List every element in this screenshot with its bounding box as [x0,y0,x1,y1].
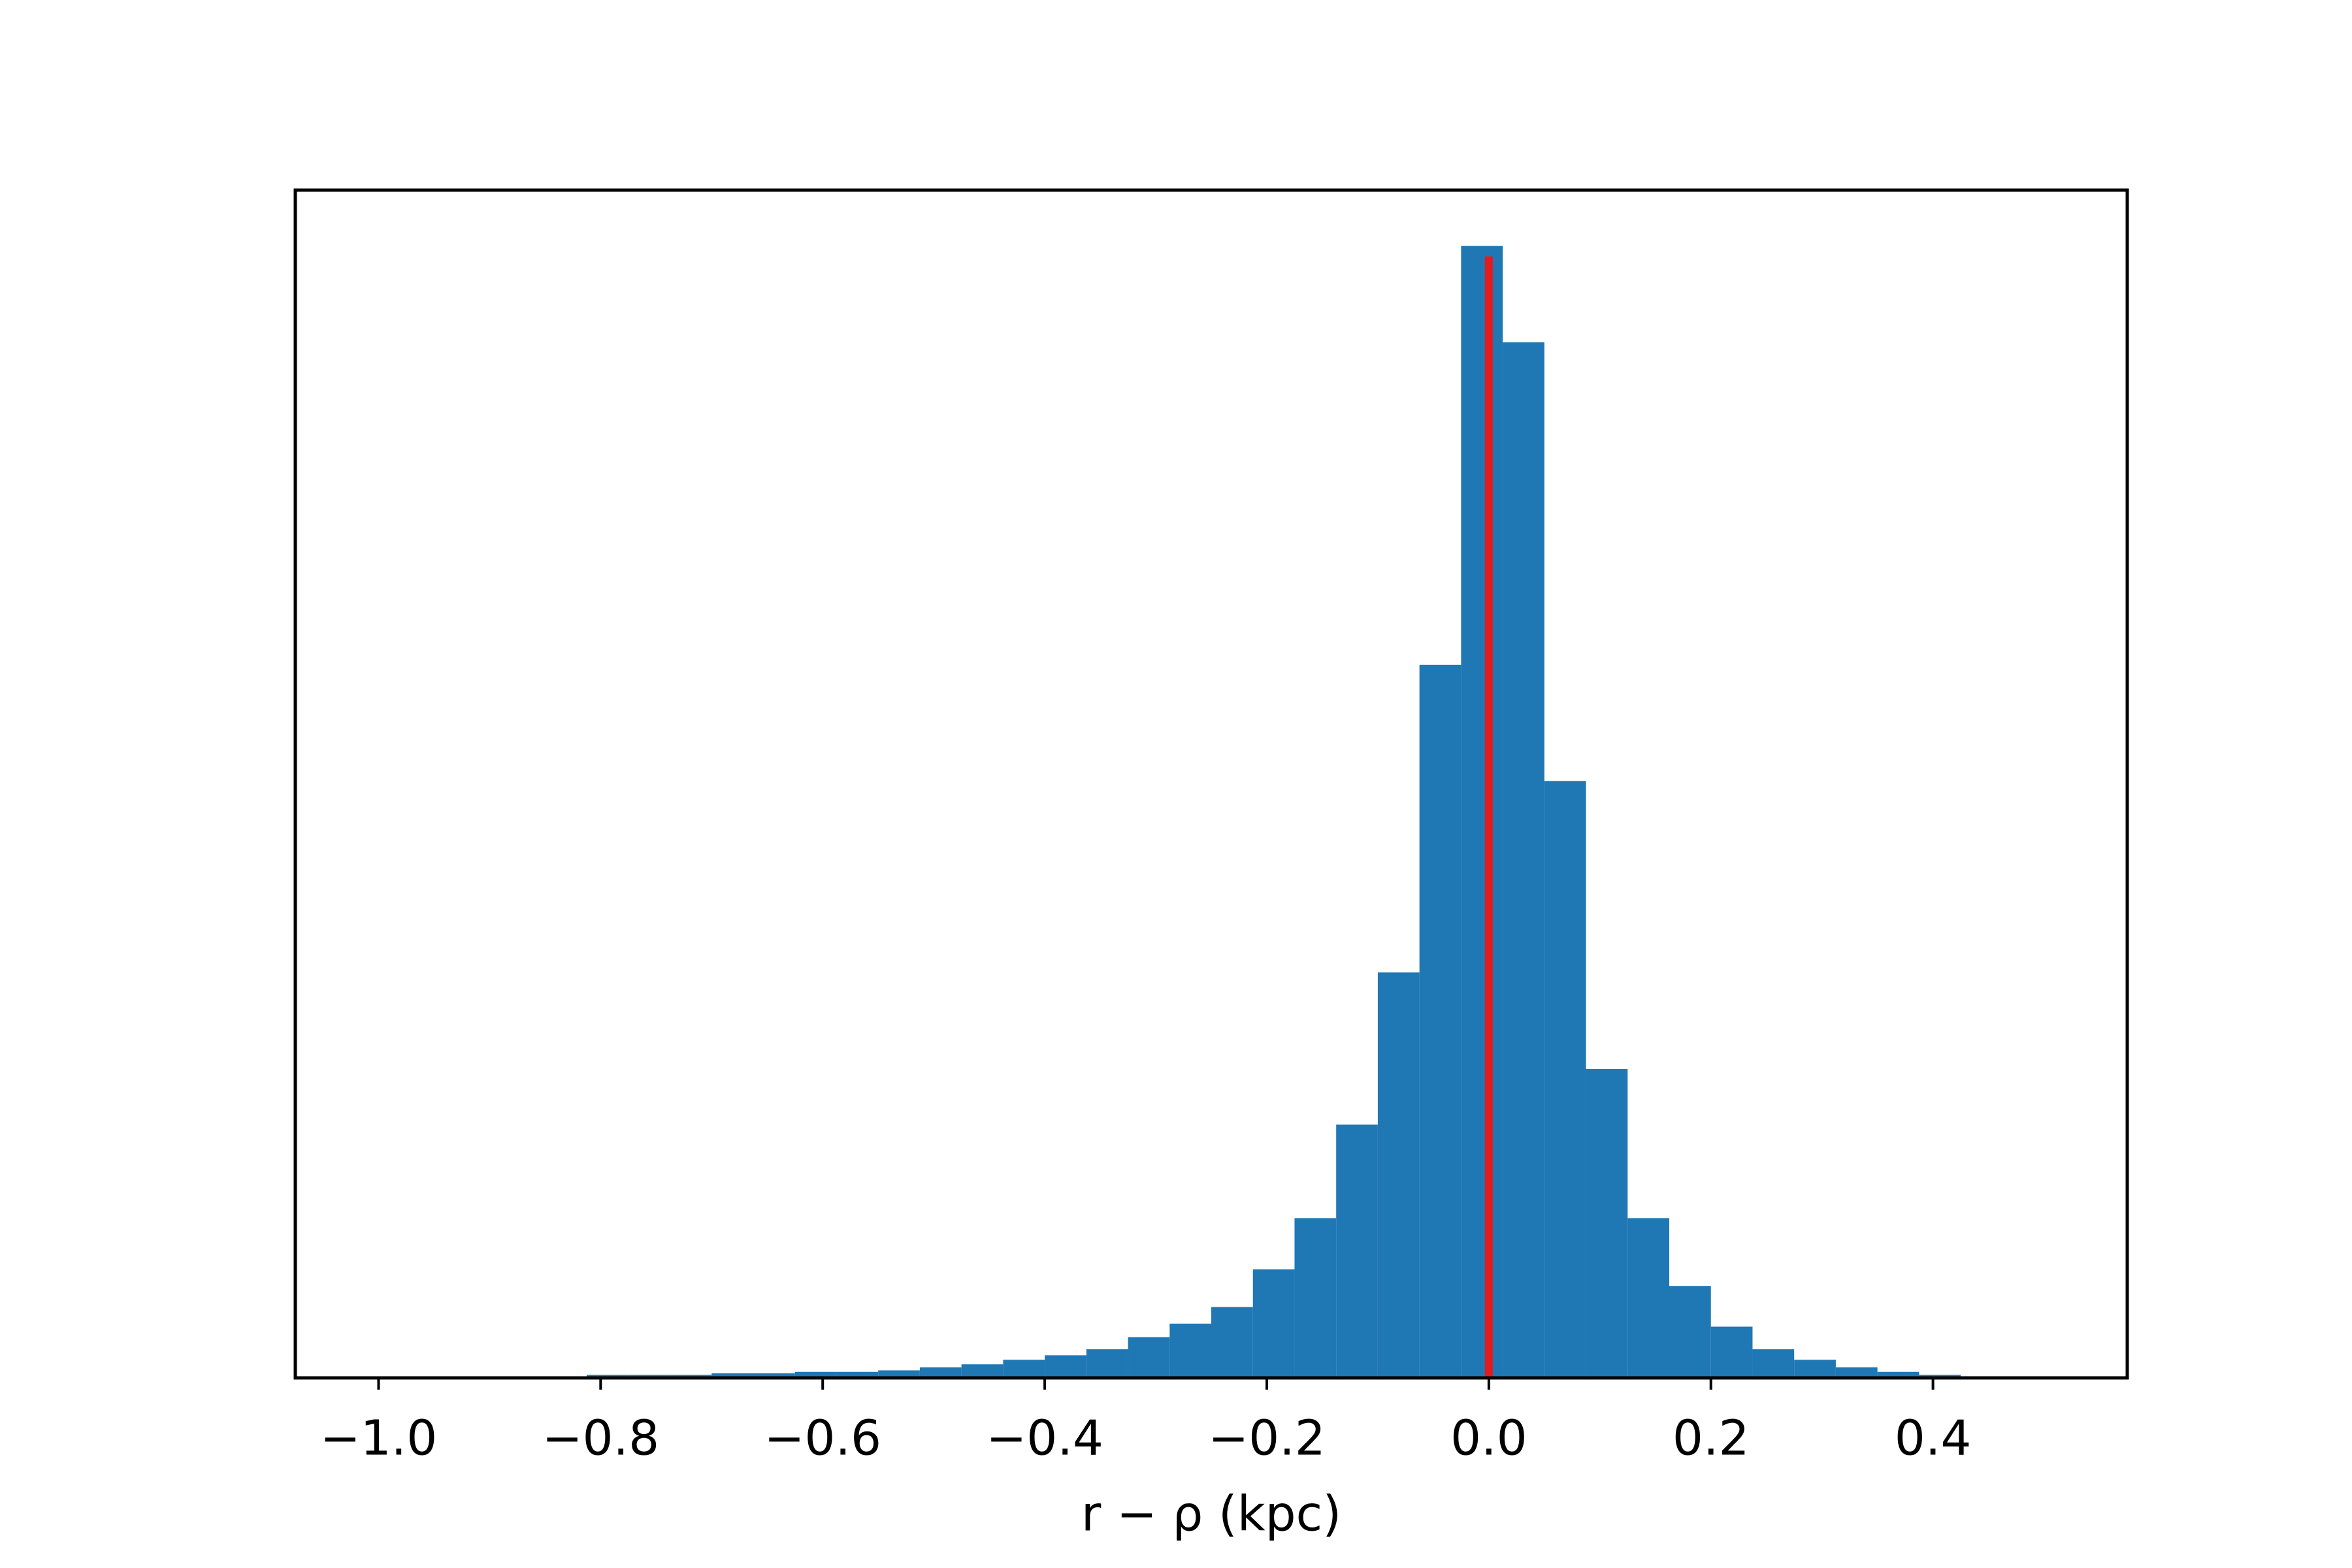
bar [1710,1326,1753,1378]
bar [1377,972,1420,1378]
bar [753,1373,795,1378]
bar [1294,1218,1337,1378]
bar [1835,1367,1878,1378]
bar [1627,1218,1669,1378]
bar [1336,1124,1378,1378]
bar [1128,1337,1170,1378]
bar [1086,1349,1128,1378]
bar [919,1367,962,1378]
bar [961,1364,1004,1378]
x-tick-label: −0.2 [1208,1411,1326,1467]
bar [1877,1371,1919,1378]
bar [1503,342,1544,1378]
bar [1252,1269,1295,1378]
bar [1003,1360,1045,1378]
x-tick-label: −1.0 [320,1411,438,1467]
bar [1045,1355,1086,1378]
bar [1211,1307,1253,1378]
x-tick-label: 0.4 [1895,1411,1972,1467]
bar [1461,246,1503,1379]
bar [1669,1286,1711,1378]
bar [794,1371,837,1378]
x-tick-label: −0.6 [764,1411,881,1467]
bar [1752,1349,1795,1378]
plot-frame [293,188,2129,1380]
bar [1794,1360,1836,1378]
x-axis-label: r − ρ (kpc) [1081,1486,1341,1543]
x-tick-label: −0.8 [542,1411,659,1467]
bar [1419,664,1462,1379]
x-tick-label: 0.2 [1673,1411,1750,1467]
bar [836,1371,879,1378]
x-tick-label: −0.4 [986,1411,1103,1467]
bar [1586,1069,1628,1378]
x-tick-label: 0.0 [1450,1411,1527,1467]
bar [1169,1323,1211,1378]
bar [711,1373,753,1378]
bar [878,1370,920,1378]
bar [1544,781,1586,1378]
